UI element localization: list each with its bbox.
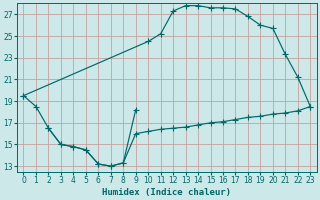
X-axis label: Humidex (Indice chaleur): Humidex (Indice chaleur): [102, 188, 231, 197]
